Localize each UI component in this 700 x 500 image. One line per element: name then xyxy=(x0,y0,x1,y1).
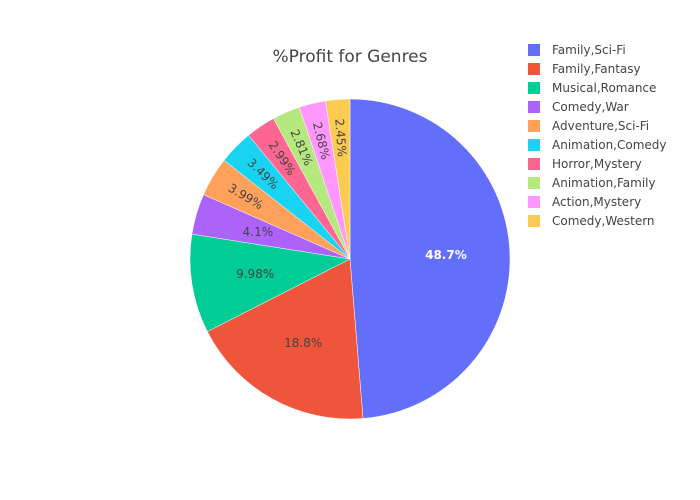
slice-label-comedy-western: 2.45% xyxy=(332,118,349,157)
legend-label: Horror,Mystery xyxy=(552,157,642,171)
legend-swatch xyxy=(528,63,540,75)
legend-swatch xyxy=(528,139,540,151)
chart-title: %Profit for Genres xyxy=(272,47,427,67)
legend-label: Family,Fantasy xyxy=(552,62,641,76)
legend-label: Animation,Comedy xyxy=(552,138,667,152)
legend-item-action-mystery[interactable]: Action,Mystery xyxy=(528,195,641,209)
legend[interactable]: Family,Sci-Fi Family,Fantasy Musical,Roman… xyxy=(528,43,667,228)
pie-slice-comedy-western[interactable] xyxy=(325,98,351,260)
legend-swatch xyxy=(528,177,540,189)
legend-item-adventure-sci-fi[interactable]: Adventure,Sci-Fi xyxy=(528,119,649,133)
legend-swatch xyxy=(528,158,540,170)
legend-label: Musical,Romance xyxy=(552,81,656,95)
legend-swatch xyxy=(528,101,540,113)
legend-swatch xyxy=(528,82,540,94)
legend-label: Adventure,Sci-Fi xyxy=(552,119,649,133)
legend-item-family-sci-fi[interactable]: Family,Sci-Fi xyxy=(528,43,626,57)
legend-label: Animation,Family xyxy=(552,176,656,190)
legend-item-horror-mystery[interactable]: Horror,Mystery xyxy=(528,157,642,171)
legend-item-comedy-war[interactable]: Comedy,War xyxy=(528,100,629,114)
pie-slices xyxy=(189,98,511,420)
legend-item-family-fantasy[interactable]: Family,Fantasy xyxy=(528,62,641,76)
pie-slice-musical-romance[interactable] xyxy=(189,233,351,332)
slice-label-comedy-war: 4.1% xyxy=(243,225,274,239)
legend-swatch xyxy=(528,44,540,56)
legend-item-animation-family[interactable]: Animation,Family xyxy=(528,176,656,190)
legend-item-musical-romance[interactable]: Musical,Romance xyxy=(528,81,656,95)
legend-item-animation-comedy[interactable]: Animation,Comedy xyxy=(528,138,667,152)
legend-label: Family,Sci-Fi xyxy=(552,43,626,57)
legend-swatch xyxy=(528,215,540,227)
pie-slice-family-sci-fi[interactable] xyxy=(349,98,511,419)
legend-label: Comedy,War xyxy=(552,100,629,114)
legend-swatch xyxy=(528,120,540,132)
pie-slice-family-fantasy[interactable] xyxy=(207,258,364,420)
slice-label-family-sci-fi: 48.7% xyxy=(425,248,467,262)
legend-label: Action,Mystery xyxy=(552,195,641,209)
slice-label-musical-romance: 9.98% xyxy=(236,267,274,281)
legend-label: Comedy,Western xyxy=(552,214,655,228)
legend-swatch xyxy=(528,196,540,208)
slice-label-family-fantasy: 18.8% xyxy=(284,336,322,350)
legend-item-comedy-western[interactable]: Comedy,Western xyxy=(528,214,655,228)
